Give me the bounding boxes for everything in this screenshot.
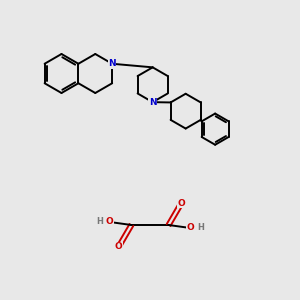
Text: N: N (149, 98, 157, 106)
Text: N: N (108, 59, 116, 68)
Text: O: O (115, 242, 123, 251)
Text: O: O (106, 218, 114, 226)
Text: H: H (197, 224, 204, 232)
Text: O: O (186, 224, 194, 232)
Text: H: H (96, 218, 103, 226)
Text: O: O (177, 199, 185, 208)
